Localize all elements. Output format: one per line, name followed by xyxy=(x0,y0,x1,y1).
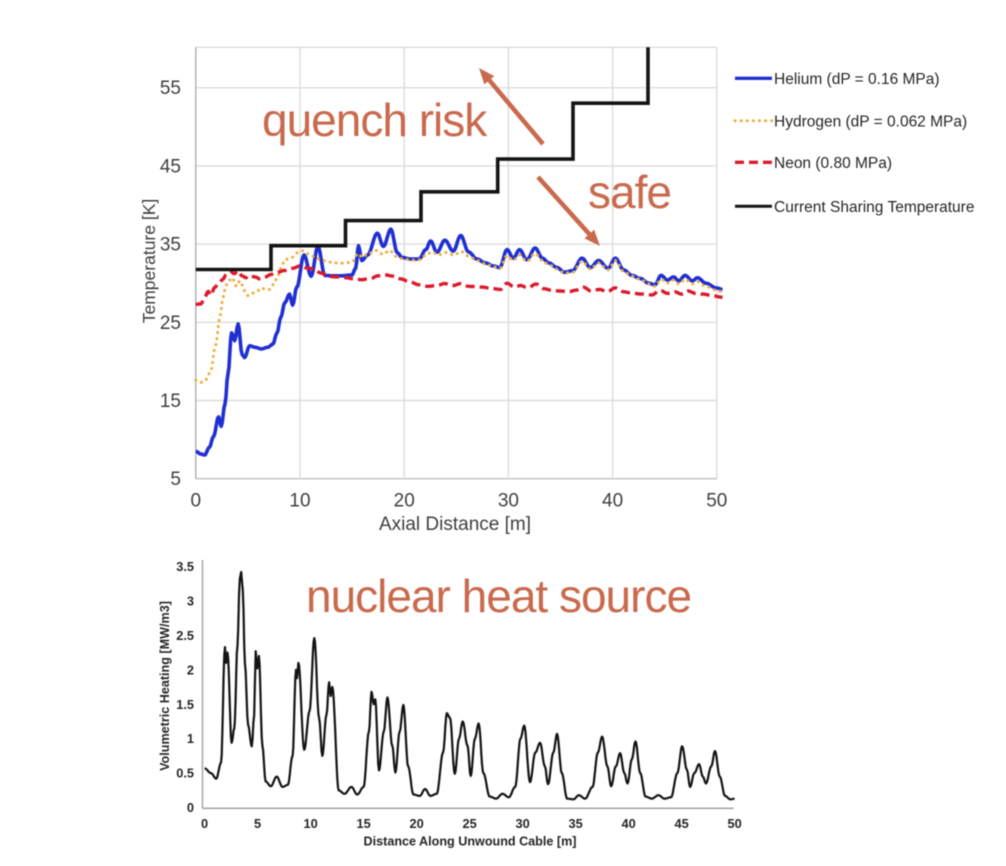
svg-text:5: 5 xyxy=(170,469,181,490)
svg-text:45: 45 xyxy=(160,156,181,177)
svg-text:Distance Along Unwound Cable [: Distance Along Unwound Cable [m] xyxy=(364,835,577,849)
svg-text:45: 45 xyxy=(674,816,688,831)
svg-text:0: 0 xyxy=(201,816,208,831)
svg-text:3: 3 xyxy=(187,593,194,608)
svg-text:50: 50 xyxy=(727,816,741,831)
svg-text:3.5: 3.5 xyxy=(176,559,194,574)
svg-text:5: 5 xyxy=(254,816,261,831)
svg-text:25: 25 xyxy=(462,816,476,831)
svg-text:Hydrogen (dP = 0.062 MPa): Hydrogen (dP = 0.062 MPa) xyxy=(774,113,967,130)
svg-text:nuclear heat source: nuclear heat source xyxy=(306,570,691,622)
svg-text:10: 10 xyxy=(303,816,317,831)
svg-text:40: 40 xyxy=(621,816,635,831)
svg-text:Current Sharing Temperature: Current Sharing Temperature xyxy=(774,199,974,216)
svg-text:35: 35 xyxy=(160,235,181,256)
svg-text:2.5: 2.5 xyxy=(176,628,194,643)
svg-text:10: 10 xyxy=(289,490,310,511)
svg-text:15: 15 xyxy=(160,391,181,412)
svg-text:20: 20 xyxy=(394,490,415,511)
svg-text:25: 25 xyxy=(160,313,181,334)
svg-text:0: 0 xyxy=(191,490,202,511)
svg-text:Axial Distance [m]: Axial Distance [m] xyxy=(379,514,531,535)
svg-text:1: 1 xyxy=(187,731,194,746)
svg-text:30: 30 xyxy=(515,816,529,831)
svg-text:quench risk: quench risk xyxy=(262,94,488,146)
svg-text:55: 55 xyxy=(160,78,181,99)
svg-text:30: 30 xyxy=(498,490,519,511)
svg-text:1.5: 1.5 xyxy=(176,697,194,712)
svg-text:40: 40 xyxy=(602,490,623,511)
svg-text:15: 15 xyxy=(356,816,370,831)
svg-text:50: 50 xyxy=(706,490,727,511)
svg-text:safe: safe xyxy=(588,166,671,218)
svg-text:2: 2 xyxy=(187,662,194,677)
svg-text:0.5: 0.5 xyxy=(176,766,194,781)
svg-text:Temperature [K]: Temperature [K] xyxy=(139,199,159,324)
svg-text:Volumetric Heating [MW/m3]: Volumetric Heating [MW/m3] xyxy=(158,601,172,771)
svg-text:0: 0 xyxy=(187,800,194,815)
svg-text:20: 20 xyxy=(409,816,423,831)
svg-text:35: 35 xyxy=(568,816,582,831)
svg-text:Helium (dP = 0.16 MPa): Helium (dP = 0.16 MPa) xyxy=(774,71,940,88)
svg-text:Neon (0.80 MPa): Neon (0.80 MPa) xyxy=(774,155,892,172)
